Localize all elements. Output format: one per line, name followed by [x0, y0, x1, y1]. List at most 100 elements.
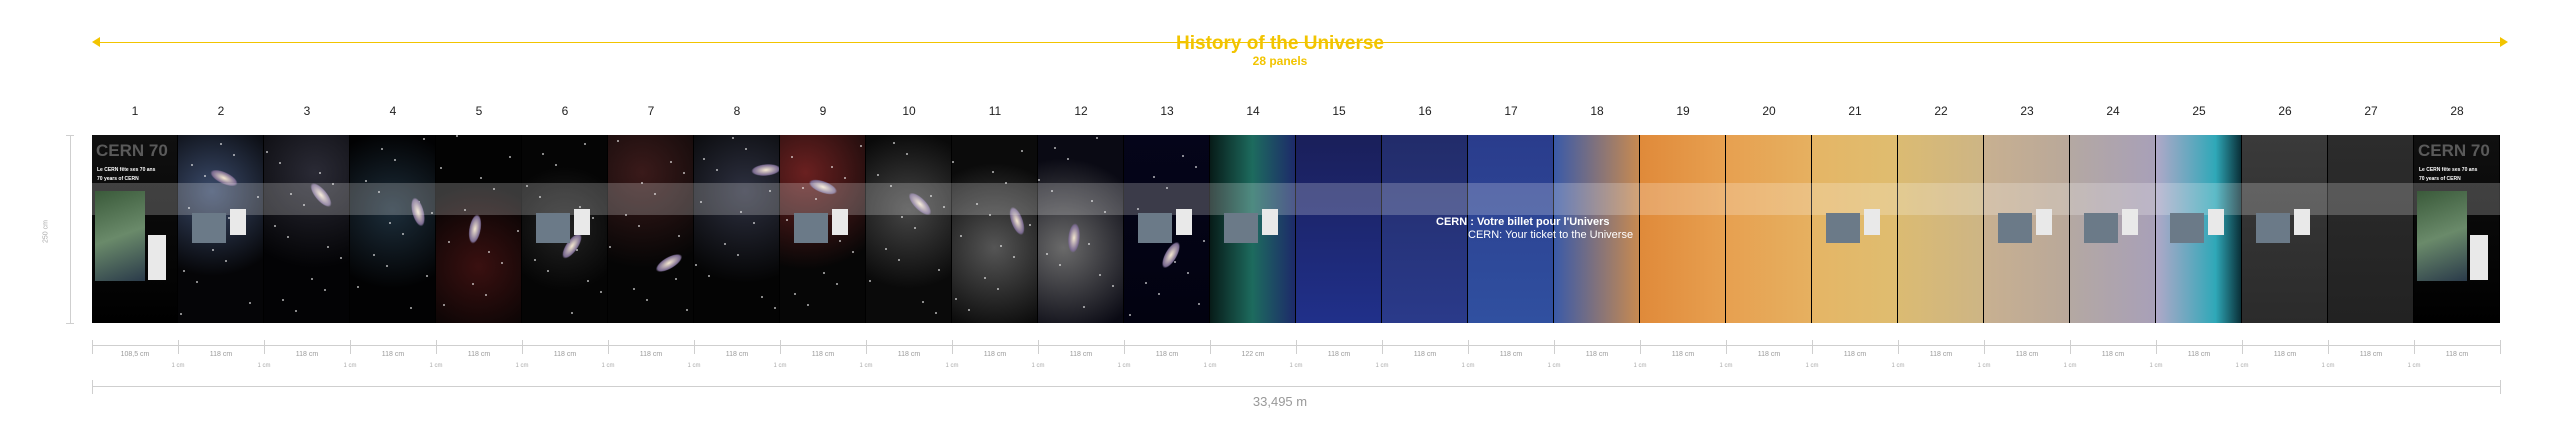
text-card — [148, 235, 166, 280]
star-dot — [381, 148, 383, 150]
star-dot — [1174, 261, 1176, 263]
star-dot — [1096, 137, 1098, 139]
dimension-tick — [1382, 340, 1383, 354]
panel-width-label: 118 cm — [2187, 351, 2211, 358]
dimension-tick — [2242, 340, 2243, 354]
star-dot — [860, 145, 862, 147]
gap-label: 1 cm — [2321, 363, 2335, 369]
panel-width-label: 108,5 cm — [120, 351, 150, 358]
gap-label: 1 cm — [1633, 363, 1647, 369]
star-dot — [769, 190, 771, 192]
star-dot — [930, 195, 932, 197]
star-dot — [332, 183, 334, 185]
gap-label: 1 cm — [1719, 363, 1733, 369]
star-dot — [282, 299, 284, 301]
star-dot — [877, 174, 879, 176]
dimension-tick — [1210, 340, 1211, 354]
star-dot — [319, 172, 321, 174]
star-dot — [1067, 158, 1069, 160]
panel-width-label: 118 cm — [725, 351, 749, 358]
star-dot — [890, 185, 892, 187]
star-dot — [517, 230, 519, 232]
gap-label: 1 cm — [1805, 363, 1819, 369]
panel-number: 26 — [2278, 104, 2292, 118]
panel-width-label: 122 cm — [1241, 351, 1265, 358]
gap-label: 1 cm — [2407, 363, 2421, 369]
galaxy-shape — [653, 250, 685, 276]
star-dot — [340, 257, 342, 259]
timeline-arrow-line — [95, 42, 2500, 43]
star-dot — [641, 182, 643, 184]
panel-width-label: 118 cm — [1327, 351, 1351, 358]
panel-number: 21 — [1848, 104, 1862, 118]
star-dot — [386, 265, 388, 267]
star-dot — [542, 153, 544, 155]
panel-width-label: 118 cm — [897, 351, 921, 358]
star-dot — [443, 304, 445, 306]
gap-label: 1 cm — [2063, 363, 2077, 369]
star-dot — [311, 278, 313, 280]
panel-number: 5 — [475, 104, 483, 118]
panel-width-label: 118 cm — [381, 351, 405, 358]
dimension-tick — [1640, 340, 1641, 354]
panel-number: 1 — [131, 104, 139, 118]
star-dot — [844, 177, 846, 179]
star-dot — [807, 304, 809, 306]
panel-number: 6 — [561, 104, 569, 118]
star-dot — [815, 198, 817, 200]
panel-number: 3 — [303, 104, 311, 118]
gap-label: 1 cm — [687, 363, 701, 369]
gap-label: 1 cm — [257, 363, 271, 369]
inset-photo — [1998, 213, 2032, 243]
star-dot — [1088, 243, 1090, 245]
star-dot — [1104, 211, 1106, 213]
star-dot — [373, 254, 375, 256]
gap-label: 1 cm — [1203, 363, 1217, 369]
star-dot — [290, 193, 292, 195]
star-dot — [266, 151, 268, 153]
inset-text-card — [2036, 209, 2052, 235]
cern70-logo: CERN 70 — [2418, 141, 2490, 160]
star-dot — [327, 246, 329, 248]
inset-text-card — [2122, 209, 2138, 235]
star-dot — [212, 249, 214, 251]
panel-width-label: 118 cm — [2445, 351, 2469, 358]
dimension-line — [66, 323, 74, 324]
inset-text-card — [2294, 209, 2310, 235]
star-dot — [893, 142, 895, 144]
gap-label: 1 cm — [773, 363, 787, 369]
panel-width-label: 118 cm — [1155, 351, 1179, 358]
panel-number: 9 — [819, 104, 827, 118]
star-dot — [935, 312, 937, 314]
star-dot — [464, 209, 466, 211]
star-dot — [1129, 314, 1131, 316]
poster-subtitle: 28 panels — [1252, 54, 1308, 68]
star-dot — [1029, 224, 1031, 226]
star-dot — [638, 225, 640, 227]
gap-label: 1 cm — [1461, 363, 1475, 369]
panel-12 — [1038, 135, 1123, 323]
arrow-right-icon — [2500, 37, 2508, 47]
dimension-tick — [436, 340, 437, 354]
star-dot — [1195, 166, 1197, 168]
star-dot — [914, 227, 916, 229]
star-dot — [791, 156, 793, 158]
dimension-tick — [952, 340, 953, 354]
star-dot — [257, 196, 259, 198]
total-length: 33,495 m — [1252, 394, 1308, 409]
inset-photo — [2084, 213, 2118, 243]
star-dot — [394, 159, 396, 161]
star-dot — [617, 140, 619, 142]
star-dot — [683, 172, 685, 174]
dimension-tick — [2070, 340, 2071, 354]
gap-label: 1 cm — [1891, 363, 1905, 369]
star-dot — [571, 312, 573, 314]
gap-label: 1 cm — [859, 363, 873, 369]
panel-width-label: 118 cm — [1757, 351, 1781, 358]
banner-text-en: CERN: Your ticket to the Universe — [1468, 229, 1634, 241]
panel-width-label: 118 cm — [1413, 351, 1437, 358]
dimension-tick — [2156, 340, 2157, 354]
panel-number: 25 — [2192, 104, 2206, 118]
inset-photo — [192, 213, 226, 243]
star-dot — [740, 211, 742, 213]
